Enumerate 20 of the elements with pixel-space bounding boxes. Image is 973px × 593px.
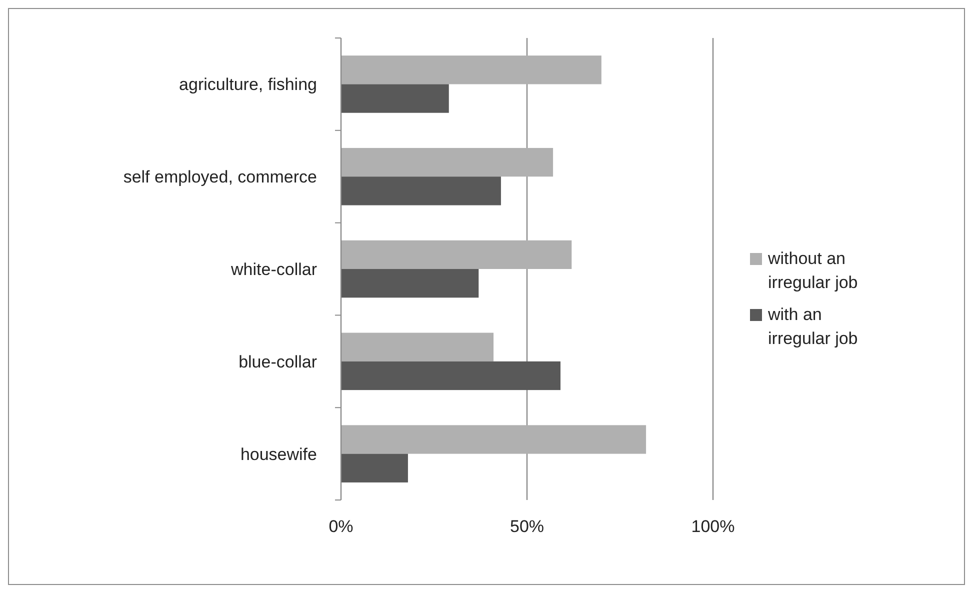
x-tick-label: 0% (328, 517, 354, 536)
bar (341, 425, 646, 454)
bar (341, 176, 501, 206)
y-tick-label: agriculture, fishing (179, 75, 317, 94)
legend-label: without an irregular job (767, 249, 858, 292)
bar (341, 454, 408, 482)
bar (341, 148, 554, 177)
y-tick-label: housewife (240, 444, 317, 464)
bar (341, 269, 479, 298)
bar (341, 56, 602, 84)
bar (341, 84, 449, 113)
bar (341, 240, 572, 269)
x-tick-label: 100% (691, 517, 735, 536)
legend-label: with an irregular job (767, 305, 858, 348)
x-tick-label: 50% (510, 517, 544, 536)
bar (341, 332, 494, 362)
y-tick-label: white-collar (230, 260, 318, 279)
y-tick-label: self employed, commerce (123, 168, 317, 187)
bar (341, 361, 560, 390)
y-tick-label: blue-collar (238, 352, 318, 372)
